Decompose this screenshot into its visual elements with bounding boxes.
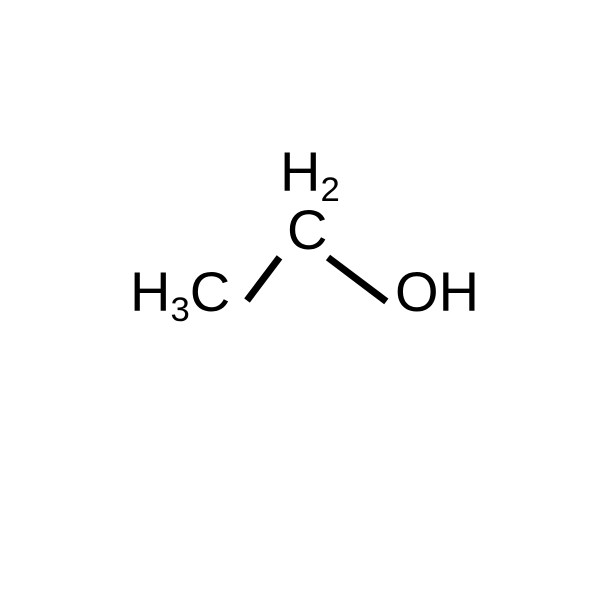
atom-ch2-h: H (280, 140, 320, 203)
atom-ch2-carbon: C (287, 202, 327, 258)
atom-oh-o: O (395, 260, 439, 323)
atom-ch3: H3C (130, 264, 230, 320)
atom-ch3-h: H (130, 260, 170, 323)
atom-ch3-c: C (190, 260, 230, 323)
bond-ch2-oh (326, 255, 389, 305)
atom-ch2-c: C (287, 198, 327, 261)
atom-oh: OH (395, 264, 479, 320)
atom-ch3-sub: 3 (170, 291, 189, 329)
atom-oh-h: H (439, 260, 479, 323)
atom-ch2-hydrogens: H2 (280, 144, 340, 200)
chemical-structure-diagram: H3C H2 C OH (0, 0, 600, 600)
bond-ch3-ch2 (244, 255, 282, 302)
